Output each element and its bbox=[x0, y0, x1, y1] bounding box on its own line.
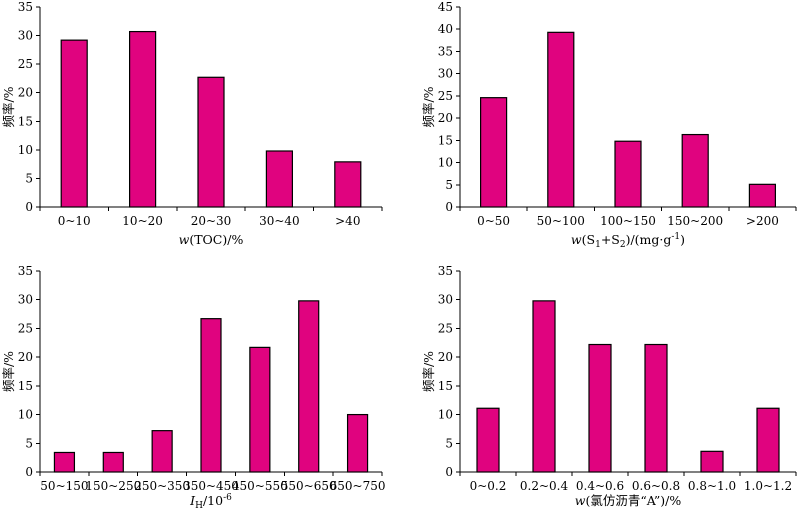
x-tick-label: 1.0~1.2 bbox=[744, 479, 792, 493]
x-tick-label: 0~50 bbox=[477, 214, 510, 228]
bar->40 bbox=[334, 161, 362, 208]
x-tick-label: >40 bbox=[335, 214, 360, 228]
bar-20~30 bbox=[197, 76, 225, 208]
bar-0.8~1.0 bbox=[700, 450, 724, 473]
y-tick-label: 15 bbox=[438, 379, 453, 393]
x-tick-label: 0~10 bbox=[58, 214, 91, 228]
bar-50~100 bbox=[547, 31, 575, 208]
x-tick-label: 30~40 bbox=[259, 214, 300, 228]
y-tick-label: 15 bbox=[18, 379, 33, 393]
x-tick-label: 100~150 bbox=[600, 214, 656, 228]
y-tick-label: 15 bbox=[18, 114, 33, 128]
y-tick-label: 20 bbox=[438, 111, 453, 125]
y-tick-label: 20 bbox=[438, 350, 453, 364]
y-tick-label: 5 bbox=[445, 436, 453, 450]
y-tick-label: 35 bbox=[18, 0, 33, 14]
chart-ih-frequency: 0 5 10 15 20 25 30 35 50~150150~250250~350350~45… bbox=[1, 264, 386, 511]
x-tick-label: 150~250 bbox=[85, 479, 141, 493]
bar-10~20 bbox=[129, 30, 157, 208]
y-axis-label: 频率/% bbox=[1, 351, 16, 392]
bar-100~150 bbox=[614, 140, 642, 208]
bar-650~750 bbox=[346, 413, 369, 473]
bar-150~200 bbox=[681, 133, 709, 208]
y-tick-label: 5 bbox=[25, 436, 33, 450]
bar-450~550 bbox=[249, 346, 271, 473]
y-tick-label: 30 bbox=[438, 67, 453, 81]
y-tick-label: 30 bbox=[18, 293, 33, 307]
x-axis-label: IH/10-6 bbox=[189, 493, 232, 511]
y-tick-label: 25 bbox=[438, 321, 453, 335]
x-tick-label: 350~450 bbox=[183, 479, 239, 493]
bar-150~250 bbox=[102, 451, 124, 473]
bar-550~650 bbox=[298, 300, 320, 473]
bar-250~350 bbox=[151, 430, 173, 473]
x-tick-label: 50~150 bbox=[40, 479, 88, 493]
y-tick-label: 25 bbox=[18, 57, 33, 71]
x-tick-label: 450~550 bbox=[232, 479, 288, 493]
bar-0~10 bbox=[60, 39, 88, 208]
x-tick-label: 0~0.2 bbox=[470, 479, 507, 493]
bar-350~450 bbox=[200, 318, 222, 473]
y-tick-label: 35 bbox=[438, 44, 453, 58]
y-axis-label: 频率/% bbox=[1, 86, 16, 127]
x-tick-label: 250~350 bbox=[134, 479, 190, 493]
y-tick-label: 10 bbox=[18, 408, 33, 422]
y-tick-label: 25 bbox=[18, 321, 33, 335]
y-tick-label: 15 bbox=[438, 133, 453, 147]
x-axis-label: w(S1+S2)/(mg·g-1) bbox=[571, 232, 685, 250]
bar-0~0.2 bbox=[476, 407, 500, 473]
y-tick-label: 10 bbox=[438, 156, 453, 170]
bar-1.0~1.2 bbox=[756, 407, 780, 473]
y-tick-label: 20 bbox=[18, 350, 33, 364]
bar-50~150 bbox=[53, 451, 76, 473]
y-tick-label: 30 bbox=[18, 29, 33, 43]
y-tick-label: 35 bbox=[438, 264, 453, 278]
y-tick-label: 10 bbox=[438, 408, 453, 422]
x-tick-label: 0.2~0.4 bbox=[520, 479, 569, 493]
y-tick-label: 20 bbox=[18, 86, 33, 100]
x-tick-label: 550~650 bbox=[281, 479, 337, 493]
x-tick-label: 20~30 bbox=[191, 214, 232, 228]
bar-0.2~0.4 bbox=[532, 300, 556, 473]
bar-30~40 bbox=[265, 150, 293, 208]
x-tick-label: 150~200 bbox=[667, 214, 723, 228]
y-tick-label: 0 bbox=[445, 465, 453, 479]
y-axis-label: 频率/% bbox=[421, 86, 436, 127]
y-tick-label: 0 bbox=[25, 465, 33, 479]
y-tick-label: 0 bbox=[445, 200, 453, 214]
chart-chloroform-asphalt-frequency: 0 5 10 15 20 25 30 35 0~0.2 0.2~0.4 0.4~0.6 0.6~0.8… bbox=[421, 264, 797, 508]
y-tick-label: 45 bbox=[438, 0, 453, 14]
y-tick-label: 5 bbox=[25, 171, 33, 185]
y-tick-label: 35 bbox=[18, 264, 33, 278]
bar-0.4~0.6 bbox=[588, 343, 612, 473]
y-tick-label: 30 bbox=[438, 293, 453, 307]
y-tick-label: 0 bbox=[25, 200, 33, 214]
x-tick-label: 50~100 bbox=[537, 214, 585, 228]
x-tick-label: 10~20 bbox=[122, 214, 163, 228]
x-tick-label: 0.6~0.8 bbox=[632, 479, 680, 493]
x-tick-label: >200 bbox=[746, 214, 779, 228]
y-tick-label: 10 bbox=[18, 143, 33, 157]
x-tick-label: 0.4~0.6 bbox=[576, 479, 624, 493]
x-tick-label: 650~750 bbox=[330, 479, 386, 493]
x-tick-label: 0.8~1.0 bbox=[688, 479, 736, 493]
y-tick-label: 40 bbox=[438, 22, 453, 36]
y-tick-label: 25 bbox=[438, 89, 453, 103]
x-axis-label: w(TOC)/% bbox=[179, 232, 244, 247]
x-axis-label: w(氯仿沥青“A”)/% bbox=[575, 493, 682, 508]
chart-toc-frequency: 0 5 10 15 20 25 30 35 0~10 10~20 20~30 30~40 >40 频率/%… bbox=[1, 0, 383, 247]
bar-0~50 bbox=[480, 97, 508, 208]
bar-0.6~0.8 bbox=[644, 343, 668, 473]
chart-s1s2-frequency: 0 5 10 15 20 25 30 35 40 45 0~50 50~100 100~150 150~2… bbox=[421, 0, 797, 250]
y-axis-label: 频率/% bbox=[421, 351, 436, 392]
y-tick-label: 5 bbox=[445, 178, 453, 192]
bar->200 bbox=[748, 183, 777, 208]
